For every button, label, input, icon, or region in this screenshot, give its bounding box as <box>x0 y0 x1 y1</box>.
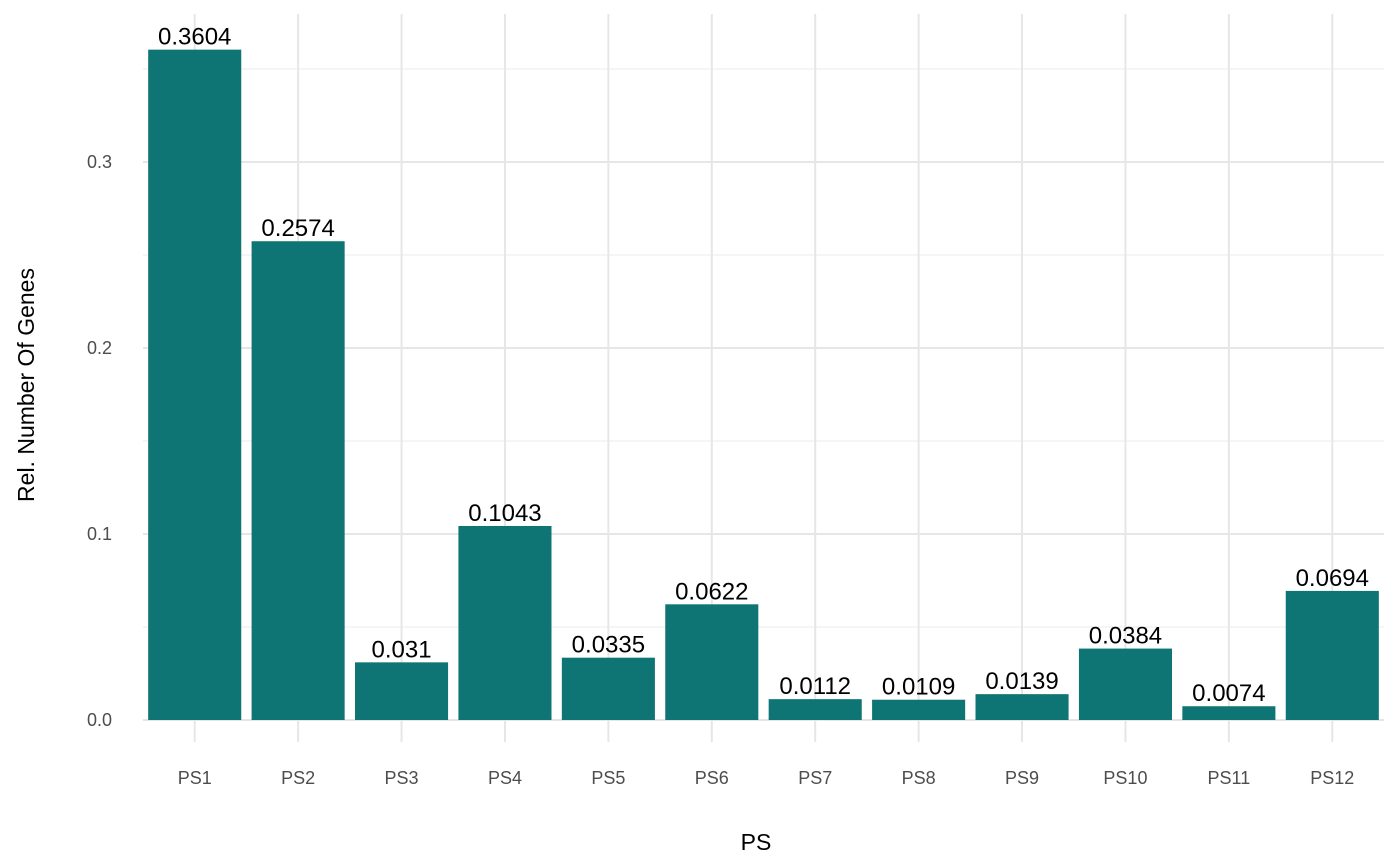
y-tick-label: 0.0 <box>87 710 112 730</box>
bar-value-label: 0.0109 <box>882 674 955 701</box>
bar-value-label: 0.031 <box>372 636 432 663</box>
x-axis-title: PS <box>741 829 772 855</box>
bar-ps9 <box>975 694 1069 720</box>
bar-ps8 <box>872 699 966 720</box>
x-tick-label: PS12 <box>1310 768 1354 788</box>
bar-ps11 <box>1182 706 1276 720</box>
bar-value-label: 0.3604 <box>158 24 231 51</box>
y-tick-label: 0.2 <box>87 338 112 358</box>
bar-value-label: 0.0335 <box>572 632 645 659</box>
bar-ps3 <box>355 662 449 720</box>
bar-value-label: 0.0694 <box>1296 565 1369 592</box>
bar-ps2 <box>251 241 345 720</box>
x-tick-label: PS8 <box>902 768 936 788</box>
x-tick-label: PS7 <box>798 768 832 788</box>
x-tick-label: PS2 <box>281 768 315 788</box>
bar-ps6 <box>665 604 759 720</box>
x-tick-label: PS1 <box>178 768 212 788</box>
bar-value-label: 0.0112 <box>779 673 851 700</box>
bar-ps4 <box>458 526 552 720</box>
x-axis-ticks: PS1 PS2 PS3 PS4 PS5 PS6 PS7 PS8 PS9 PS10 PS11 PS12 <box>178 768 1355 788</box>
bar-ps10 <box>1078 648 1172 720</box>
x-tick-label: PS3 <box>385 768 419 788</box>
x-tick-label: PS9 <box>1005 768 1039 788</box>
y-axis-title: Rel. Number Of Genes <box>13 268 39 502</box>
x-tick-label: PS11 <box>1208 768 1251 788</box>
y-tick-label: 0.3 <box>87 152 112 172</box>
bar-ps1 <box>148 49 242 720</box>
y-tick-label: 0.1 <box>87 524 112 544</box>
y-axis-ticks: 0.0 0.1 0.2 0.3 <box>87 152 112 730</box>
bar-labels: 0.3604 0.2574 0.031 0.1043 0.0335 0.0622 0.011… <box>158 24 1369 708</box>
bar-ps7 <box>768 699 862 720</box>
bar-ps5 <box>561 657 655 720</box>
x-tick-label: PS4 <box>488 768 522 788</box>
bar-value-label: 0.2574 <box>261 215 334 242</box>
bar-value-label: 0.0384 <box>1089 623 1162 650</box>
bar-value-label: 0.1043 <box>468 500 541 527</box>
x-tick-label: PS10 <box>1103 768 1147 788</box>
x-tick-label: PS5 <box>591 768 625 788</box>
bar-ps12 <box>1285 590 1379 720</box>
x-tick-label: PS6 <box>695 768 729 788</box>
bars <box>148 49 1379 720</box>
bar-value-label: 0.0139 <box>985 668 1058 695</box>
bar-value-label: 0.0074 <box>1192 680 1265 707</box>
bar-value-label: 0.0622 <box>675 578 748 605</box>
